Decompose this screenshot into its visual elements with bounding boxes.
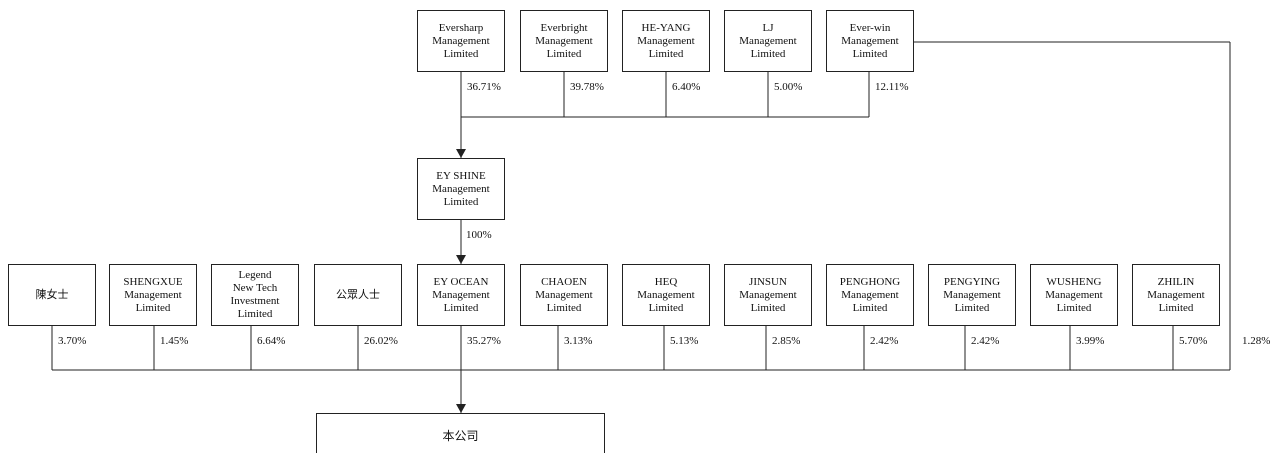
shareholder-box: 陳女士 <box>8 264 96 326</box>
shareholder-pct: 26.02% <box>364 335 398 347</box>
top-entity-box: Everbright Management Limited <box>520 10 608 72</box>
shareholder-pct: 2.42% <box>870 335 899 347</box>
everwin-direct-pct: 1.28% <box>1242 335 1271 347</box>
top-ownership-pct: 39.78% <box>570 81 604 93</box>
shareholder-box: WUSHENG Management Limited <box>1030 264 1118 326</box>
ey-shine-ownership-pct: 100% <box>466 229 492 241</box>
arrow-head-icon <box>456 255 466 264</box>
shareholder-box: HEQ Management Limited <box>622 264 710 326</box>
shareholder-pct: 2.42% <box>971 335 1000 347</box>
shareholder-pct: 6.64% <box>257 335 286 347</box>
shareholder-box: PENGHONG Management Limited <box>826 264 914 326</box>
shareholder-pct: 35.27% <box>467 335 501 347</box>
ey-shine-box: EY SHINE Management Limited <box>417 158 505 220</box>
shareholder-box: SHENGXUE Management Limited <box>109 264 197 326</box>
top-entity-box: HE-YANG Management Limited <box>622 10 710 72</box>
shareholder-box: CHAOEN Management Limited <box>520 264 608 326</box>
shareholder-box: 公眾人士 <box>314 264 402 326</box>
top-entity-box: Eversharp Management Limited <box>417 10 505 72</box>
arrow-head-icon <box>456 149 466 158</box>
top-entity-box: Ever-win Management Limited <box>826 10 914 72</box>
shareholder-pct: 5.13% <box>670 335 699 347</box>
company-box: 本公司 <box>316 413 605 453</box>
shareholder-box: JINSUN Management Limited <box>724 264 812 326</box>
shareholder-pct: 3.13% <box>564 335 593 347</box>
top-entity-box: LJ Management Limited <box>724 10 812 72</box>
top-ownership-pct: 5.00% <box>774 81 803 93</box>
shareholder-pct: 3.70% <box>58 335 87 347</box>
top-ownership-pct: 12.11% <box>875 81 909 93</box>
shareholder-box: EY OCEAN Management Limited <box>417 264 505 326</box>
shareholder-box: PENGYING Management Limited <box>928 264 1016 326</box>
shareholder-pct: 2.85% <box>772 335 801 347</box>
arrow-head-icon <box>456 404 466 413</box>
top-ownership-pct: 6.40% <box>672 81 701 93</box>
shareholder-pct: 5.70% <box>1179 335 1208 347</box>
shareholder-pct: 1.45% <box>160 335 189 347</box>
top-ownership-pct: 36.71% <box>467 81 501 93</box>
shareholder-box: Legend New Tech Investment Limited <box>211 264 299 326</box>
shareholder-box: ZHILIN Management Limited <box>1132 264 1220 326</box>
shareholder-pct: 3.99% <box>1076 335 1105 347</box>
